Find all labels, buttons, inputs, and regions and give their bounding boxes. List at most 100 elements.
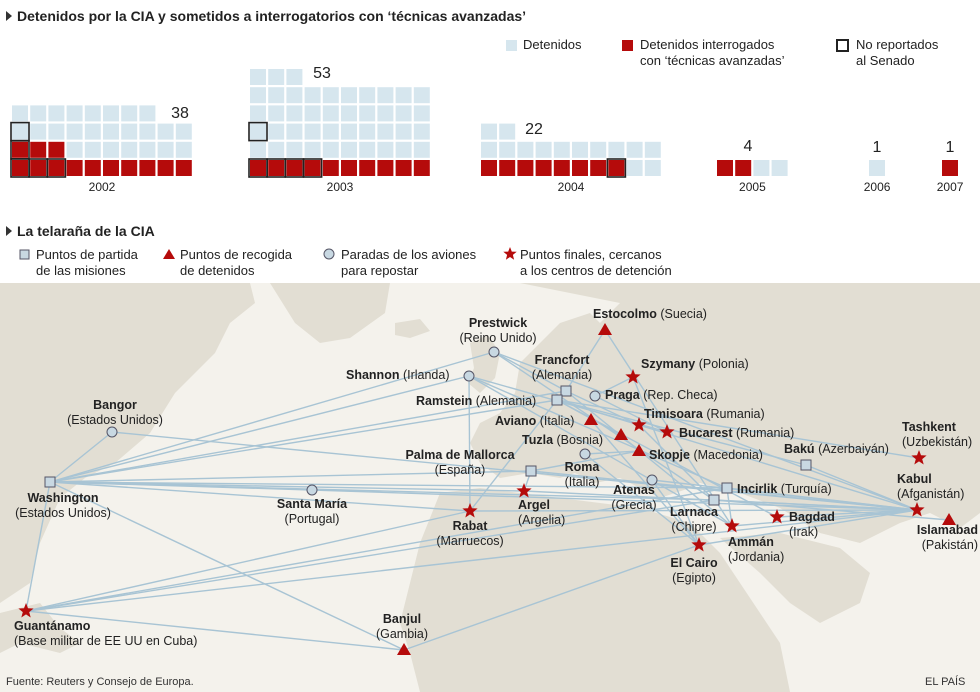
place-name: Skopje xyxy=(649,448,690,462)
route-line xyxy=(25,510,471,612)
place-country: (Jordania) xyxy=(728,550,785,564)
bullet-icon xyxy=(6,226,12,236)
waffle-cell-light xyxy=(286,123,303,140)
place-country: (Macedonia) xyxy=(693,448,763,462)
land-north-america xyxy=(0,283,255,603)
count-label: 4 xyxy=(744,138,753,155)
waffle-cell-red xyxy=(12,160,28,176)
triangle-marker-icon xyxy=(942,513,956,525)
waffle-cell-light xyxy=(753,160,770,176)
waffle-cell-outline xyxy=(302,158,323,178)
waffle-cell-light xyxy=(359,141,376,158)
place-country: (Italia) xyxy=(564,475,600,489)
place-label-incirlik: Incirlik (Turquía) xyxy=(737,482,832,497)
place-name: Estocolmo xyxy=(593,307,657,321)
place-label-guantanamo: Guantánamo (Base militar de EE UU en Cuba… xyxy=(14,619,197,649)
route-line xyxy=(403,544,700,651)
route-line xyxy=(49,390,567,483)
place-name: Kabul xyxy=(897,472,932,486)
place-label-timisoara: Timisoara (Rumania) xyxy=(644,407,765,422)
waffle-cell-red xyxy=(103,160,119,176)
place-label-argel: Argel (Argelia) xyxy=(518,498,565,528)
place-label-palma: Palma de Mallorca (España) xyxy=(398,448,522,478)
place-name: Timisoara xyxy=(644,407,703,421)
circle-marker-icon xyxy=(646,474,658,486)
waffle-cell-light xyxy=(84,105,101,122)
place-country: (Pakistán) xyxy=(921,538,978,552)
star-marker-icon xyxy=(516,483,532,498)
route-line xyxy=(565,329,606,392)
place-country: (Irlanda) xyxy=(402,368,450,382)
map-canvas xyxy=(0,283,980,692)
place-country: (Italia) xyxy=(539,414,575,428)
waffle-cell-light xyxy=(322,105,339,122)
waffle-cell-light xyxy=(304,141,321,158)
waffle-chart: 2002 38 2003 53 2004 22 2005 4 2006 1 2007 1 xyxy=(10,65,964,194)
count-label: 1 xyxy=(873,139,882,156)
waffle-cell-light xyxy=(322,141,339,158)
star-marker-icon xyxy=(631,417,647,432)
route-line xyxy=(584,453,700,546)
triangle-marker-icon xyxy=(163,249,175,259)
square-marker-icon xyxy=(551,394,563,406)
map-legend-label-finales: Puntos finales, cercanos a los centros d… xyxy=(520,247,672,278)
waffle-cell-red xyxy=(535,160,552,176)
waffle-cell-light xyxy=(250,105,266,122)
place-name: Ramstein xyxy=(416,394,473,408)
waffle-cell-red xyxy=(377,160,394,176)
triangle-marker-icon xyxy=(632,444,646,456)
waffle-cell-light xyxy=(341,123,357,140)
place-country: (España) xyxy=(434,463,486,477)
waffle-cell-light xyxy=(175,123,192,140)
route-line xyxy=(49,481,525,492)
year-label: 2006 xyxy=(864,180,891,194)
section2-title: La telaraña de la CIA xyxy=(6,223,155,239)
waffle-cell-light xyxy=(626,160,643,176)
waffle-cell-light xyxy=(304,87,321,104)
route-line xyxy=(590,419,700,546)
waffle-cell-light xyxy=(869,160,885,176)
legend-label-tecnicas: Detenidos interrogados con ‘técnicas ava… xyxy=(640,37,785,68)
year-label: 2005 xyxy=(739,180,766,194)
waffle-cell-light xyxy=(341,105,357,122)
waffle-cell-light xyxy=(395,141,412,158)
place-name: Guantánamo xyxy=(14,619,91,633)
star-marker-icon xyxy=(909,502,925,517)
place-label-atenas: Atenas (Grecia) xyxy=(604,483,664,513)
map-legend-label-paradas: Paradas de los aviones para repostar xyxy=(341,247,477,278)
place-country: (Azerbaiyán) xyxy=(818,442,889,456)
waffle-cell-red xyxy=(395,160,412,176)
place-name: Argel xyxy=(518,498,550,512)
waffle-cell-red xyxy=(268,160,285,176)
waffle-cell-red xyxy=(590,160,607,176)
waffle-cell-red xyxy=(250,160,266,176)
place-country: (Reino Unido) xyxy=(459,331,537,345)
place-label-szymany: Szymany (Polonia) xyxy=(641,357,749,372)
route-line xyxy=(776,509,918,518)
place-country: (Rumania) xyxy=(735,426,795,440)
route-line xyxy=(726,487,733,527)
place-label-shannon: Shannon (Irlanda) xyxy=(346,368,450,383)
waffle-cell-light xyxy=(157,123,174,140)
place-country: (Estados Unidos) xyxy=(15,506,111,520)
waffle-cell-red xyxy=(175,160,192,176)
map: Washington (Estados Unidos) Bangor (Estados… xyxy=(0,283,980,692)
square-marker-icon xyxy=(708,494,720,506)
place-country: (Alemania) xyxy=(475,394,537,408)
place-name: Bagdad xyxy=(789,510,835,524)
waffle-cell-light xyxy=(395,87,412,104)
place-label-amman: Ammán (Jordania) xyxy=(728,535,784,565)
place-country: (Irak) xyxy=(789,525,819,539)
place-name: Islamabad xyxy=(916,523,978,537)
place-label-tashkent: Tashkent (Uzbekistán) xyxy=(902,420,972,450)
waffle-cell-red xyxy=(30,160,47,176)
waffle-cell-light xyxy=(66,105,83,122)
place-name: Banjul xyxy=(382,612,422,626)
waffle-cell-light xyxy=(590,141,607,158)
place-country: (Alemania) xyxy=(531,368,593,382)
place-country: (Polonia) xyxy=(698,357,749,371)
place-name: Rabat xyxy=(452,519,488,533)
place-name: Aviano xyxy=(495,414,537,428)
waffle-cell-red xyxy=(499,160,516,176)
place-label-bangor: Bangor (Estados Unidos) xyxy=(60,398,170,428)
